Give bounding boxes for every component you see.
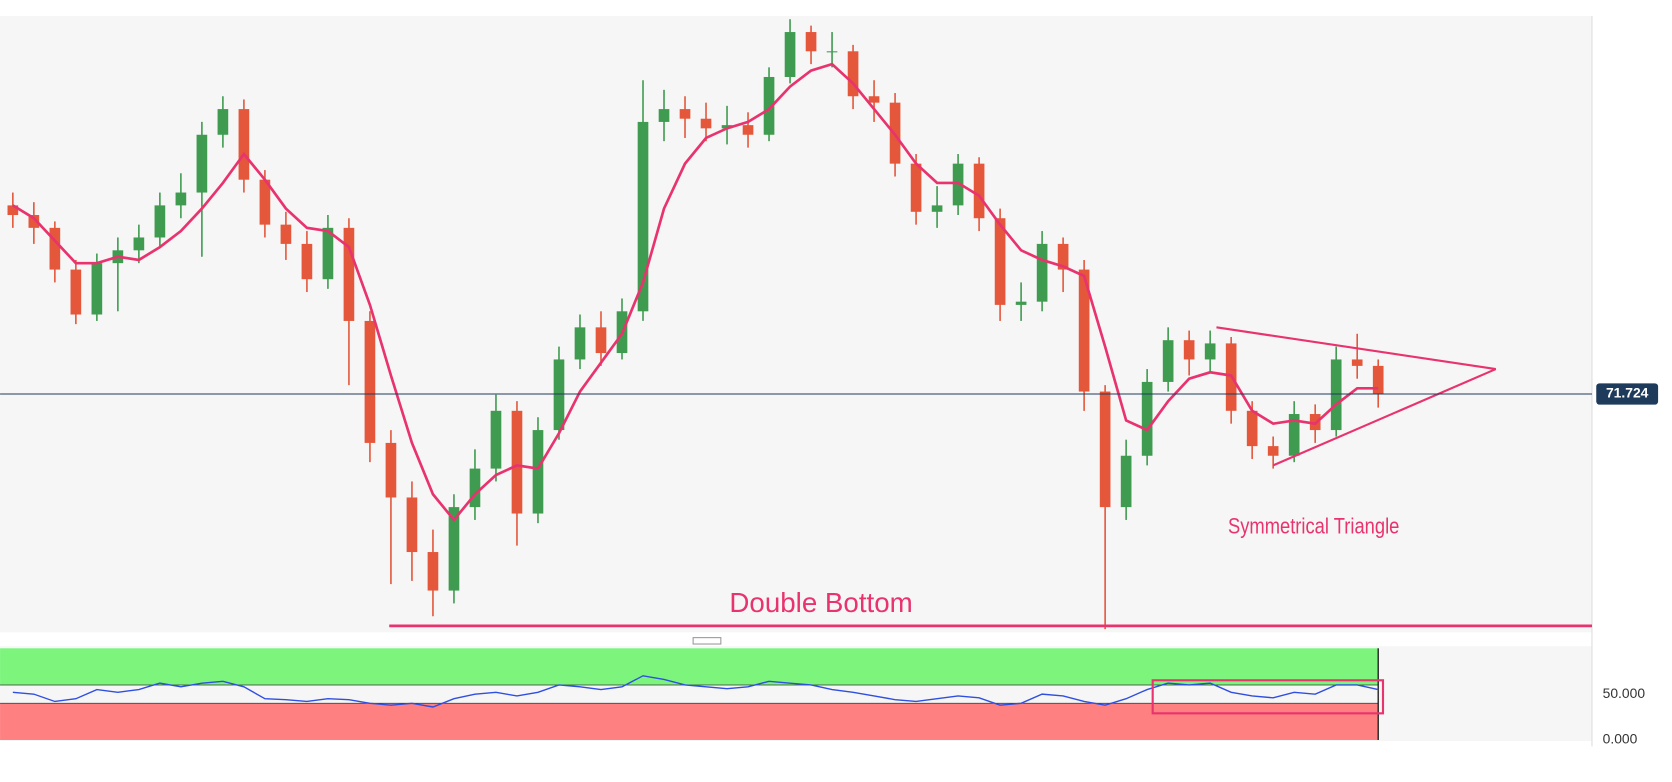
candle-body xyxy=(238,109,250,180)
oscillator-line xyxy=(12,675,1379,708)
candle-body xyxy=(490,410,502,469)
candle-body xyxy=(1078,269,1090,392)
candle-body xyxy=(553,359,565,431)
candle-body xyxy=(301,243,313,280)
pane-resize-handle[interactable] xyxy=(692,637,722,645)
candle-body xyxy=(448,507,460,591)
labels: Double Bottom Symmetrical Triangle 71.724 0… xyxy=(729,383,1659,747)
oscillator-band xyxy=(0,648,1379,685)
price-pane xyxy=(0,15,1592,633)
candle-body xyxy=(1057,243,1069,270)
support-label: Double Bottom xyxy=(729,587,912,618)
candle-body xyxy=(343,227,355,321)
candle-body xyxy=(721,125,733,129)
candle-body xyxy=(217,109,229,135)
candle-body xyxy=(406,497,418,553)
candle-body xyxy=(595,327,607,354)
candle-body xyxy=(1036,243,1048,302)
candle-body xyxy=(994,218,1006,305)
candle-body xyxy=(868,96,880,103)
candle-body xyxy=(1120,455,1132,508)
candle-body xyxy=(931,205,943,212)
candle-body xyxy=(1288,414,1300,456)
candle-body xyxy=(175,192,187,206)
candle-body xyxy=(532,430,544,514)
oscillator-band xyxy=(0,703,1379,740)
candle-body xyxy=(784,32,796,77)
candle-body xyxy=(952,163,964,206)
candle-body xyxy=(1183,340,1195,360)
marks xyxy=(0,19,1592,708)
candle-body xyxy=(826,51,838,53)
candle-body xyxy=(49,227,61,270)
candle-body xyxy=(700,118,712,129)
trendline xyxy=(1272,368,1497,467)
candle-body xyxy=(1099,391,1111,508)
candle-body xyxy=(763,76,775,135)
moving-average xyxy=(12,62,1379,523)
candle-body xyxy=(1372,365,1384,394)
y-tick-label: 50.000 xyxy=(1603,685,1646,701)
candle-body xyxy=(1015,301,1027,305)
candle-body xyxy=(1141,381,1153,456)
candle-body xyxy=(469,468,481,508)
candle-body xyxy=(511,410,523,514)
candle-body xyxy=(1162,340,1174,382)
candle-body xyxy=(7,205,19,216)
candle-body xyxy=(1267,446,1279,456)
candle-body xyxy=(1330,359,1342,431)
candle-body xyxy=(91,263,103,315)
last-price-label: 71.724 xyxy=(1606,385,1649,401)
pattern-label: Symmetrical Triangle xyxy=(1228,514,1399,539)
trendline xyxy=(1216,326,1496,371)
candle-body xyxy=(364,320,376,443)
candle-body xyxy=(658,109,670,122)
candle-body xyxy=(805,32,817,52)
candle-body xyxy=(1351,359,1363,366)
candle-body xyxy=(259,179,271,225)
candle-body xyxy=(679,109,691,119)
candle-body xyxy=(910,163,922,212)
candle-body xyxy=(742,125,754,135)
candle-body xyxy=(154,205,166,238)
candle-body xyxy=(574,327,586,360)
candle-body xyxy=(973,163,985,219)
candle-body xyxy=(1246,410,1258,447)
y-tick-label: 0.000 xyxy=(1603,731,1638,747)
candle-body xyxy=(637,121,649,312)
candle-body xyxy=(385,442,397,498)
candle-body xyxy=(1204,343,1216,360)
last-price-box xyxy=(1596,383,1659,405)
candle-body xyxy=(28,215,40,228)
candle-body xyxy=(70,269,82,315)
candle-body xyxy=(847,51,859,97)
candle-body xyxy=(280,224,292,244)
candle-body xyxy=(322,227,334,280)
candle-body xyxy=(196,134,208,193)
candle-body xyxy=(427,552,439,591)
bands xyxy=(0,648,1379,740)
highlight-box xyxy=(1151,679,1385,715)
candle-body xyxy=(133,237,145,251)
